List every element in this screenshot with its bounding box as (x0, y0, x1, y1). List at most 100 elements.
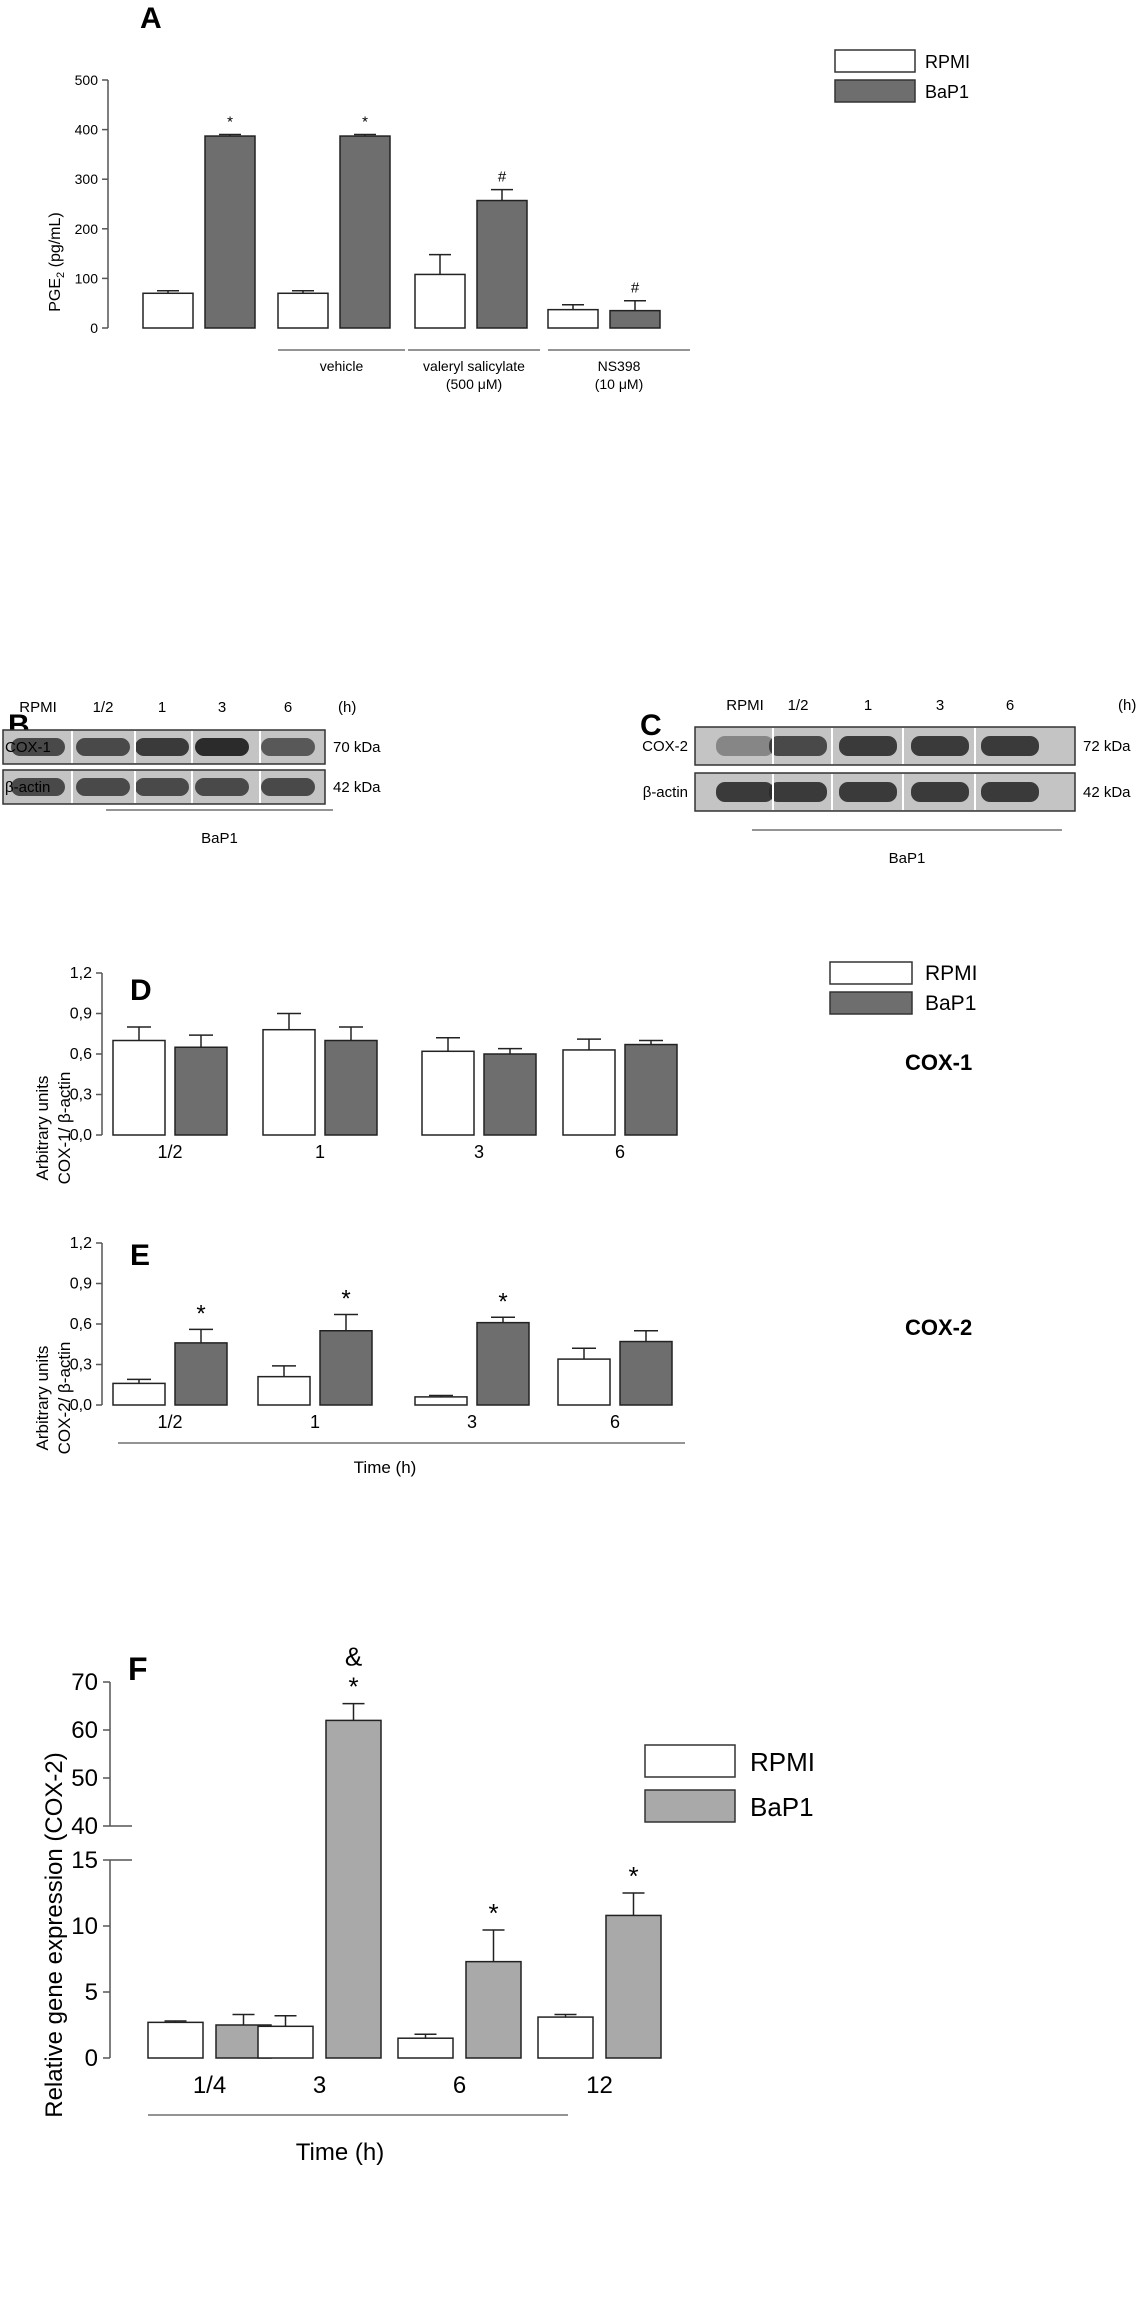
blot-kda-label: 70 kDa (333, 739, 381, 756)
bar-rpmi-1 (277, 292, 329, 329)
legend-a-rpmi-label: RPMI (925, 52, 970, 72)
blot-protein-label: COX-1 (5, 739, 51, 756)
significance-mark: * (196, 1300, 205, 1327)
group-label: valeryl salicylate (423, 358, 525, 374)
blot-lane-label: 6 (1006, 697, 1014, 714)
panel-f-letter: F (128, 1651, 148, 1687)
bar-bap1-2 (483, 1053, 537, 1136)
bar-bap1-3 (624, 1043, 678, 1136)
blot-b: RPMI 1/2 1 3 6 (h) COX-1 70 kDa β-actin 42 kDa BaP… (2, 699, 381, 847)
y-tick-label: 1,2 (70, 965, 92, 982)
y-tick-label: 0,6 (70, 1046, 92, 1063)
panel-d-letter: D (130, 974, 152, 1007)
blot-protein-label: β-actin (643, 784, 688, 801)
blot-band (11, 778, 65, 796)
blot-band (76, 778, 130, 796)
legend-f: RPMI BaP1 (644, 1744, 815, 1823)
blot-band (11, 738, 65, 756)
bar-rpmi-3 (562, 1049, 616, 1136)
significance-mark: * (628, 1861, 638, 1891)
bar-bap1-0 (174, 1046, 228, 1136)
legend-f-rpmi-swatch (644, 1744, 736, 1778)
blot-band (839, 736, 897, 756)
bar-rpmi-1 (257, 1375, 311, 1406)
bar-rpmi-2 (421, 1050, 475, 1136)
y-axis-label-e-line2: COX-2/ β-actin (55, 1342, 74, 1455)
x-axis-label: Time (h) (354, 1458, 417, 1477)
blot-protein-label: COX-2 (642, 738, 688, 755)
bar-rpmi-3 (557, 1358, 611, 1406)
y-tick-label: 50 (71, 1765, 98, 1792)
blot-time-unit: (h) (1118, 697, 1136, 714)
x-category-label: 1 (310, 1412, 320, 1432)
blot-lane-label: 3 (218, 699, 226, 716)
bar-bap1-3 (605, 1914, 662, 2059)
blot-band (911, 782, 969, 802)
bar-bap1-1 (319, 1330, 373, 1406)
blot-lane-label: 1/2 (93, 699, 114, 716)
plot-d: 0,0 0,3 0,6 0,9 1,2 1/2 1 3 6 (70, 965, 678, 1162)
blot-lane-label: RPMI (726, 697, 764, 714)
y-tick-label: 0,6 (70, 1316, 92, 1333)
blot-kda-label: 42 kDa (333, 779, 381, 796)
blot-time-unit: (h) (338, 699, 356, 716)
blot-kda-label: 42 kDa (1083, 784, 1131, 801)
blot-c: RPMI 1/2 1 3 6 (h) COX-2 72 kDa β-actin 42 kDa BaP… (642, 697, 1136, 867)
panel-d: D RPMI BaP1 COX-1 Arbitrary units COX-1/… (33, 961, 978, 1185)
legend-f-rpmi-label: RPMI (750, 1747, 815, 1777)
bar-bap1-3 (609, 309, 661, 329)
y-axis-label-f: Relative gene expression (COX-2) (41, 1752, 68, 2118)
y-tick-label: 70 (71, 1669, 98, 1696)
blot-band (195, 778, 249, 796)
blot-lane-label: 1/2 (788, 697, 809, 714)
blot-bracket-label: BaP1 (201, 830, 238, 847)
blot-band (261, 738, 315, 756)
blot-bracket-label: BaP1 (889, 850, 926, 867)
x-category-label: 3 (313, 2072, 326, 2099)
bar-bap1-0 (204, 135, 256, 329)
blot-band (135, 738, 189, 756)
legend-a-bap1-label: BaP1 (925, 82, 969, 102)
blot-band (195, 738, 249, 756)
blot-lane-label: 3 (936, 697, 944, 714)
panel-e-letter: E (130, 1239, 150, 1272)
y-tick-label: 200 (75, 221, 99, 237)
group-label: vehicle (320, 358, 364, 374)
bar-rpmi-2 (397, 2037, 454, 2059)
legend-d-bap1-swatch (829, 991, 913, 1015)
bar-bap1-2 (465, 1960, 522, 2059)
significance-mark: # (631, 280, 640, 297)
x-category-label: 6 (610, 1412, 620, 1432)
x-category-label: 1 (315, 1142, 325, 1162)
y-tick-label: 0,3 (70, 1357, 92, 1374)
plot-e: 0,0 0,3 0,6 0,9 1,2 * 1/2 * 1 * 3 6 Time (h) (70, 1235, 685, 1477)
y-tick-label: 0,3 (70, 1087, 92, 1104)
y-tick-label: 300 (75, 171, 99, 187)
bar-bap1-1 (324, 1039, 378, 1136)
y-tick-label: 5 (85, 1979, 98, 2006)
blot-band (769, 782, 827, 802)
blot-band (981, 736, 1039, 756)
bar-rpmi-1 (262, 1028, 316, 1136)
bar-rpmi-3 (537, 2016, 594, 2059)
blot-kda-label: 72 kDa (1083, 738, 1131, 755)
plot-a: 0 100 200 300 400 500 * * # # vehicle valeryl salic… (75, 72, 690, 392)
significance-mark: * (362, 114, 368, 131)
y-tick-label: 0,0 (70, 1127, 92, 1144)
bar-rpmi-3 (547, 308, 599, 329)
chart-title-d: COX-1 (905, 1050, 972, 1075)
y-axis-label-d-line2: COX-1/ β-actin (55, 1072, 74, 1185)
bar-rpmi-0 (147, 2021, 204, 2059)
significance-mark: * (341, 1286, 350, 1313)
blot-lane-label: 1 (864, 697, 872, 714)
legend-d-rpmi-label: RPMI (925, 962, 978, 985)
x-category-label: 3 (474, 1142, 484, 1162)
blot-band (981, 782, 1039, 802)
bar-rpmi-1 (257, 2025, 314, 2059)
blot-lane-label: RPMI (19, 699, 57, 716)
blot-band (911, 736, 969, 756)
group-label-sub: (10 μM) (595, 376, 644, 392)
legend-d-rpmi-swatch (829, 961, 913, 985)
